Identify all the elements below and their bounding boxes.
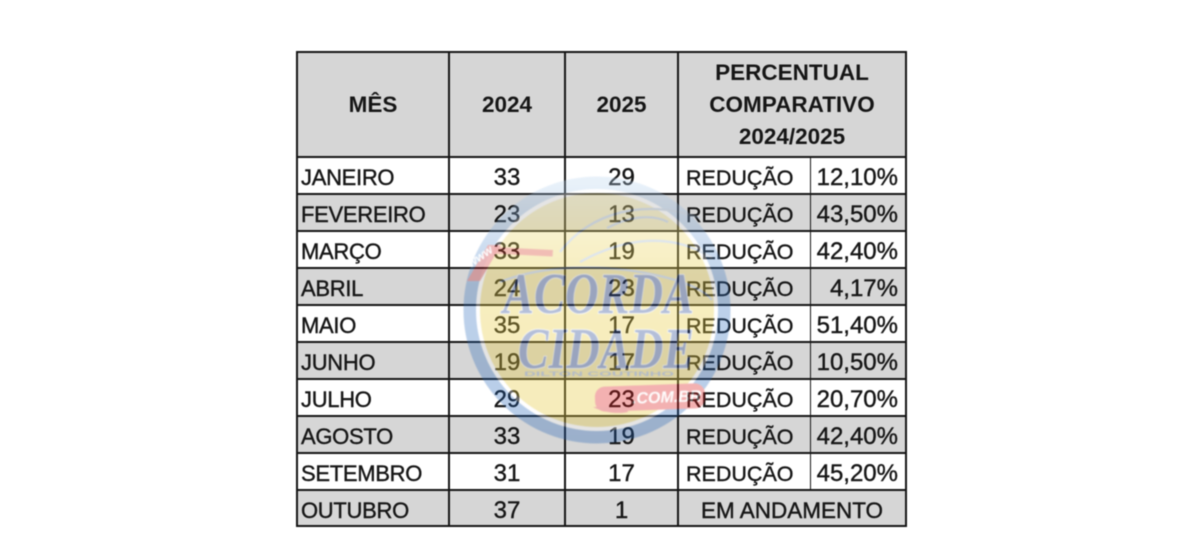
svg-text:.COM.BR: .COM.BR xyxy=(632,388,702,407)
svg-text:CIDADE: CIDADE xyxy=(518,316,694,381)
svg-text:ACORDA: ACORDA xyxy=(501,261,694,326)
svg-text:DILTON COUTINHO: DILTON COUTINHO xyxy=(524,371,674,378)
